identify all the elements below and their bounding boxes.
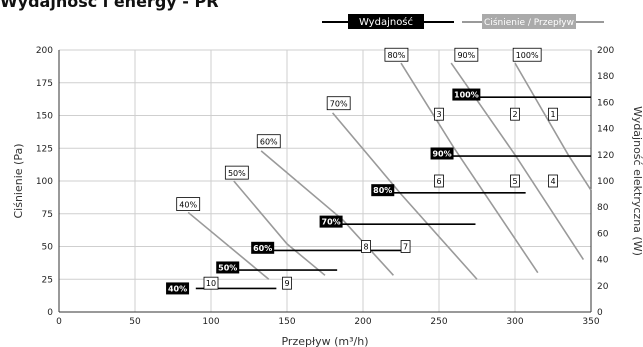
power-label-box: [319, 215, 343, 228]
legend-pressure-box: [482, 14, 576, 29]
pressure-label: 70%: [330, 100, 348, 109]
legend-pressure-label: Ciśnienie / Przepływ: [484, 17, 574, 28]
point-marker-label: 8: [363, 243, 368, 252]
point-marker-box: [400, 240, 411, 253]
y-tick-label: 125: [36, 144, 53, 154]
y-tick-label: 25: [42, 275, 53, 285]
pressure-label-box: [384, 47, 409, 62]
power-lines: [195, 96, 591, 290]
legend-power-box: [348, 14, 424, 29]
pressure-label-box: [176, 197, 201, 211]
point-marker-box: [203, 276, 219, 290]
point-marker-label: 4: [550, 177, 555, 186]
point-marker-box: [510, 107, 520, 121]
pressure-curve-60: [260, 150, 394, 276]
point-marker-label: 7: [403, 243, 408, 252]
pressure-curves: [187, 62, 592, 280]
power-label: 70%: [322, 218, 341, 227]
series-labels: 40% 50% 60% 70% 80% 90% 100% 40% 50% 60% 70% 80% 90%…: [166, 47, 558, 295]
y-tick-label: 75: [42, 210, 53, 220]
power-label: 100%: [454, 91, 479, 100]
y-axis-label: Ciśnienie (Pa): [12, 143, 25, 218]
y2-tick-label: 0: [597, 308, 603, 318]
point-marker-label: 10: [206, 279, 216, 288]
point-marker-box: [510, 174, 520, 188]
grid: [58, 49, 592, 313]
point-marker-box: [548, 174, 558, 188]
pressure-label: 40%: [179, 201, 197, 210]
legend-power-label: Wydajność: [359, 16, 413, 28]
pressure-curve-100: [514, 62, 592, 191]
pressure-label: 100%: [516, 51, 539, 60]
x-tick-label: 100: [202, 317, 219, 327]
pressure-curve-80: [400, 62, 539, 274]
y-tick-label: 150: [36, 112, 53, 122]
x-tick-label: 150: [278, 317, 295, 327]
power-label: 40%: [168, 284, 187, 293]
x-tick-label: 250: [430, 317, 447, 327]
point-marker-box: [548, 107, 558, 121]
power-label-box: [371, 184, 395, 197]
x-tick-label: 300: [506, 317, 523, 327]
point-marker-box: [434, 107, 444, 121]
chart-title: Wydajność i energy - PR: [0, 0, 219, 11]
y2-tick-label: 200: [597, 46, 614, 56]
pressure-label: 90%: [457, 51, 475, 60]
point-marker-label: 6: [436, 177, 441, 186]
axes: 0 50 100 150 200 250 300 3500255075100125150175…: [12, 46, 643, 347]
pressure-label: 80%: [388, 51, 406, 60]
y2-axis-label: Wydajność elektryczna (W): [631, 106, 643, 256]
y2-tick-label: 140: [597, 125, 614, 135]
pressure-label-box: [224, 165, 249, 180]
y2-tick-label: 160: [597, 98, 614, 108]
y-tick-label: 200: [36, 46, 53, 56]
y2-tick-label: 180: [597, 72, 614, 82]
y2-tick-label: 60: [597, 229, 609, 239]
pressure-curve-70: [331, 112, 478, 280]
y-tick-label: 50: [42, 243, 54, 253]
pressure-curve-40: [187, 211, 270, 280]
power-label: 60%: [253, 244, 272, 253]
y-tick-label: 175: [36, 79, 53, 89]
pressure-label: 60%: [260, 138, 278, 147]
point-marker-label: 9: [284, 279, 289, 288]
point-marker-label: 5: [512, 177, 517, 186]
pressure-curve-50: [233, 180, 326, 276]
x-axis-label: Przepływ (m³/h): [281, 335, 368, 347]
legend: Wydajność Ciśnienie / Przepływ: [322, 14, 604, 29]
y2-tick-label: 20: [597, 282, 609, 292]
point-marker-label: 3: [436, 110, 441, 119]
power-label-box: [166, 282, 190, 295]
power-label: 50%: [218, 263, 237, 272]
pressure-label: 50%: [228, 169, 246, 178]
point-marker-label: 1: [550, 110, 555, 119]
pressure-label-box: [326, 96, 351, 111]
y2-tick-label: 40: [597, 256, 609, 266]
y-tick-label: 0: [47, 308, 53, 318]
x-tick-label: 0: [56, 317, 62, 327]
power-label-box: [251, 241, 275, 254]
power-label: 90%: [432, 149, 451, 158]
point-marker-label: 2: [512, 110, 517, 119]
y2-tick-label: 80: [597, 203, 609, 213]
pressure-label-box: [512, 47, 542, 62]
y2-tick-label: 120: [597, 151, 614, 161]
pressure-label-box: [454, 47, 479, 62]
x-tick-label: 350: [582, 317, 599, 327]
point-marker-box: [282, 276, 292, 290]
power-label: 80%: [373, 186, 392, 195]
power-label-box: [452, 88, 481, 101]
y2-tick-label: 100: [597, 177, 614, 187]
x-tick-label: 50: [129, 317, 141, 327]
x-tick-label: 200: [354, 317, 371, 327]
y-tick-label: 100: [36, 177, 53, 187]
power-label-box: [430, 147, 454, 160]
power-label-box: [216, 261, 240, 274]
pressure-label-box: [256, 134, 281, 149]
point-marker-box: [361, 240, 371, 253]
point-marker-box: [434, 174, 444, 188]
